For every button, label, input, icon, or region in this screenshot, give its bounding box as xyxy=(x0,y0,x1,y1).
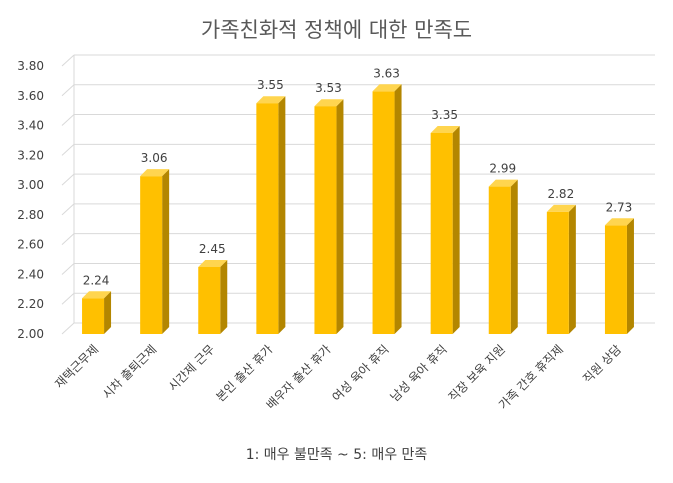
y-tick-label: 2.80 xyxy=(17,208,44,222)
bar-side xyxy=(452,126,460,334)
bar xyxy=(604,225,627,334)
gridline-depth xyxy=(61,322,75,335)
bar-side xyxy=(626,218,634,334)
data-label: 2.24 xyxy=(83,273,110,287)
bar-top xyxy=(256,96,286,104)
gridline-depth xyxy=(61,292,75,305)
y-tick-label: 3.40 xyxy=(17,119,44,133)
bar-side xyxy=(394,84,402,334)
bar-side xyxy=(104,291,112,334)
bar xyxy=(314,106,337,334)
gridline-depth xyxy=(61,233,75,246)
y-tick-label: 3.00 xyxy=(17,178,44,192)
bar-top xyxy=(488,179,518,187)
gridline-depth xyxy=(61,263,75,275)
x-tick-label: 여성 육아 휴직 xyxy=(330,342,392,404)
data-label: 2.45 xyxy=(199,242,226,256)
bar-side xyxy=(162,169,170,334)
data-label: 3.35 xyxy=(431,108,458,122)
bar-side xyxy=(568,204,576,334)
bar-top xyxy=(546,204,576,212)
bar-side xyxy=(510,179,518,334)
bar xyxy=(546,211,569,334)
x-tick-label: 직장 보육 지원 xyxy=(446,342,508,404)
bar xyxy=(198,267,221,334)
chart-title: 가족친화적 정책에 대한 만족도 xyxy=(200,18,473,42)
data-label: 3.53 xyxy=(315,81,342,95)
bar-top xyxy=(198,260,228,267)
bar-top xyxy=(372,84,402,92)
bar-top xyxy=(314,99,344,107)
data-label: 3.55 xyxy=(257,78,284,92)
gridline-depth xyxy=(61,203,75,216)
y-tick-label: 2.40 xyxy=(17,267,44,281)
y-tick-label: 3.80 xyxy=(17,59,44,73)
y-tick-label: 3.20 xyxy=(17,148,44,162)
x-tick-label: 시간제 근무 xyxy=(166,342,218,394)
data-label: 2.99 xyxy=(489,162,516,176)
bar-top xyxy=(430,126,460,133)
x-tick-label: 직원 상담 xyxy=(580,342,624,386)
bar-side xyxy=(336,99,344,334)
scale-note: 1: 매우 불만족 ~ 5: 매우 만족 xyxy=(245,447,428,463)
bar-side xyxy=(278,96,286,334)
bar xyxy=(430,133,453,334)
x-tick-label: 남성 육아 휴직 xyxy=(388,342,450,404)
y-tick-label: 2.20 xyxy=(17,297,44,311)
x-tick-label: 시차 출퇴근제 xyxy=(100,342,159,401)
data-label: 3.63 xyxy=(373,66,400,80)
bar xyxy=(256,103,279,334)
data-label: 2.82 xyxy=(547,187,574,201)
y-tick-label: 2.60 xyxy=(17,238,44,252)
bar xyxy=(140,176,163,334)
bar xyxy=(488,186,511,334)
bar-top xyxy=(82,291,112,299)
gridline-depth xyxy=(61,173,75,186)
x-tick-label: 본인 출산 휴가 xyxy=(213,342,275,404)
y-tick-label: 2.00 xyxy=(17,327,44,341)
data-label: 2.73 xyxy=(606,200,633,214)
gridline-depth xyxy=(61,54,75,67)
bar-top xyxy=(604,218,634,226)
y-tick-label: 3.60 xyxy=(17,89,44,103)
x-tick-label: 재택근무제 xyxy=(52,342,101,391)
data-label: 3.06 xyxy=(141,151,168,165)
bar-side xyxy=(220,260,228,334)
gridline-depth xyxy=(61,84,75,97)
bar xyxy=(82,298,105,334)
gridline-depth xyxy=(61,114,75,126)
gridline-depth xyxy=(61,143,75,156)
bar-top xyxy=(140,169,170,177)
bar xyxy=(372,91,395,334)
